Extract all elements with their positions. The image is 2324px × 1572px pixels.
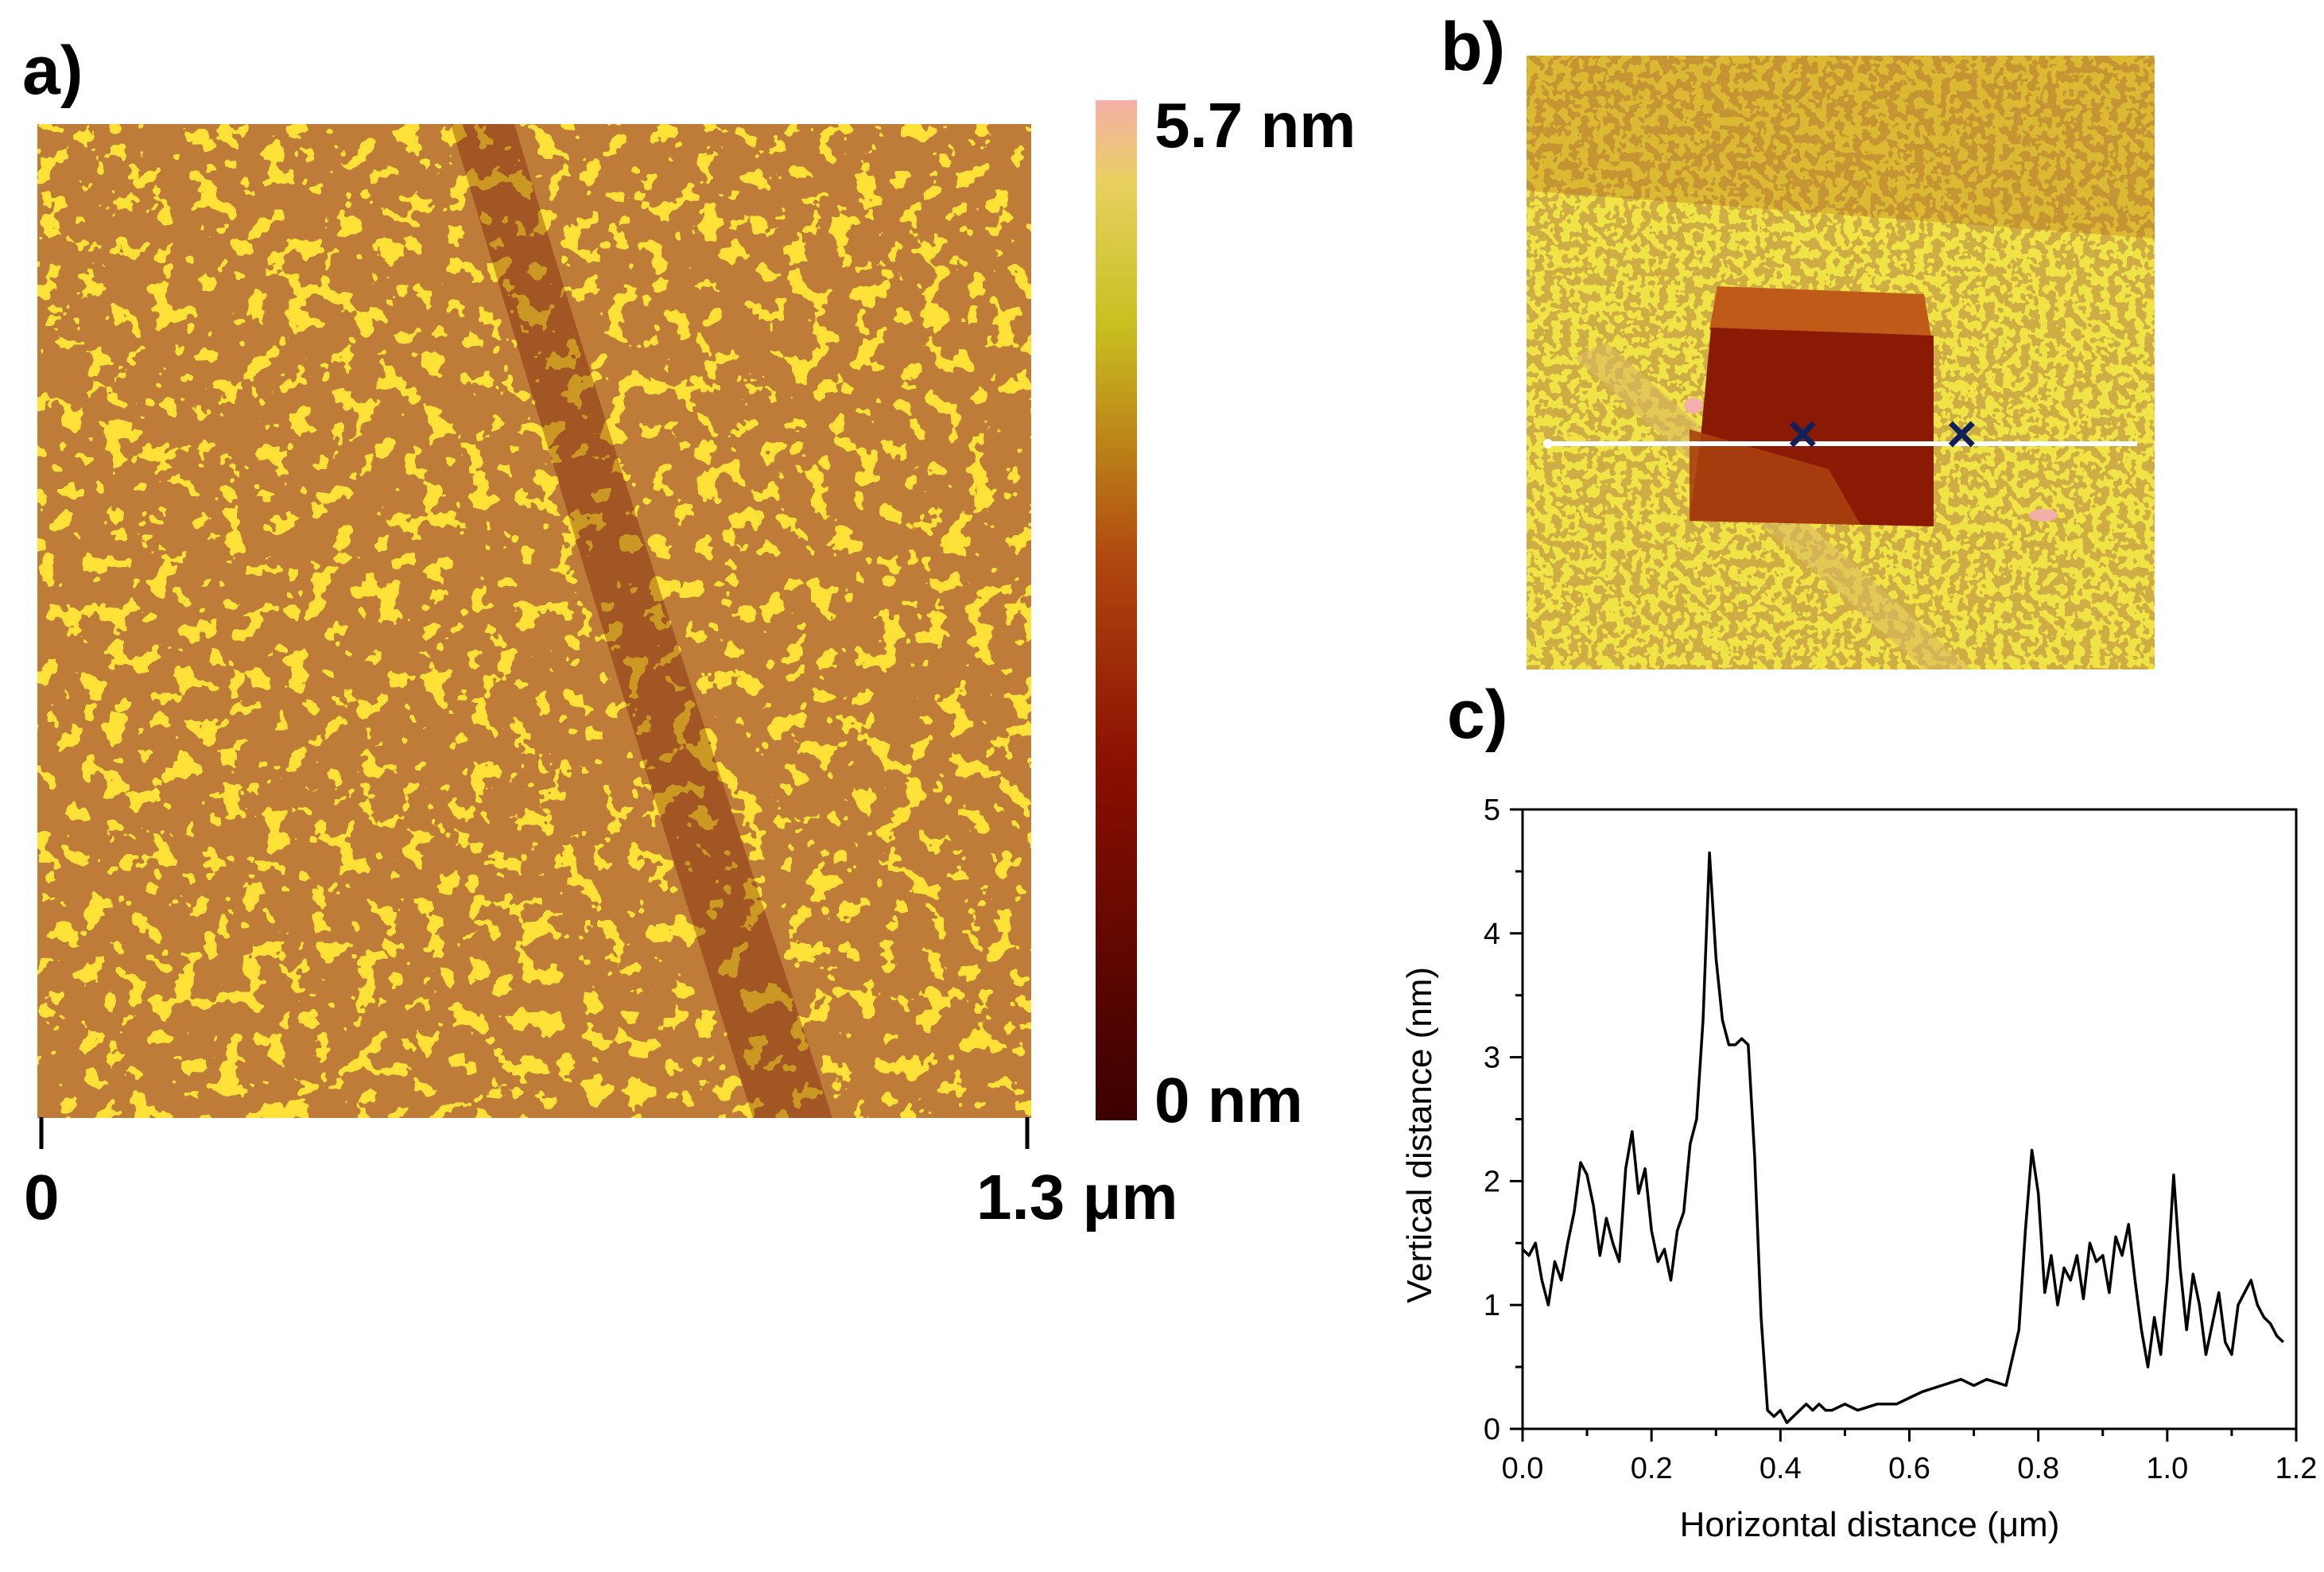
x-tick-label: 1.0 — [2146, 1452, 2188, 1485]
plot-frame — [1521, 808, 2298, 1430]
panel-b-label: b) — [1441, 9, 1506, 85]
afm-image-b-terrace — [1527, 56, 2155, 239]
scale-bar-end-label: 1.3 μm — [976, 1162, 1178, 1232]
panel-a-label: a) — [22, 33, 83, 109]
y-tick-label: 0 — [1484, 1413, 1500, 1446]
y-tick-label: 1 — [1484, 1289, 1500, 1322]
height-profile-line — [1521, 851, 2285, 1424]
x-tick-label: 0.0 — [1502, 1452, 1544, 1485]
afm-image-b-particle-2 — [1684, 398, 1703, 413]
afm-image-a-dark-band — [451, 124, 832, 1118]
x-tick-label: 0.6 — [1888, 1452, 1930, 1485]
line-profile-start — [1543, 439, 1553, 448]
x-axis-label: Horizontal distance (μm) — [1680, 1505, 2060, 1544]
y-tick-label: 5 — [1484, 794, 1500, 827]
y-tick-label: 3 — [1484, 1042, 1500, 1075]
marker-x-2: × — [1946, 404, 1977, 463]
x-tick-label: 0.2 — [1631, 1452, 1673, 1485]
afm-image-b-particle — [2029, 509, 2058, 522]
x-tick-label: 1.2 — [2276, 1452, 2318, 1485]
y-axis-label: Vertical distance (nm) — [1400, 967, 1439, 1303]
y-tick-label: 4 — [1484, 918, 1500, 951]
x-tick-label: 0.8 — [2017, 1452, 2059, 1485]
marker-x-1: × — [1787, 404, 1818, 463]
colorbar-max-label: 5.7 nm — [1154, 90, 1356, 161]
afm-image-b-hole-upper — [1709, 286, 1932, 342]
scale-bar — [39, 1117, 1030, 1149]
panel-c-label: c) — [1447, 677, 1508, 753]
afm-image-a-texture — [37, 124, 1031, 1118]
afm-image-b-hole-shadow — [1690, 429, 1860, 525]
colorbar-min-label: 0 nm — [1154, 1065, 1303, 1135]
afm-topography-image-b — [1527, 56, 2155, 670]
colorbar — [1096, 100, 1137, 1120]
x-tick-label: 0.4 — [1759, 1452, 1802, 1485]
scale-bar-start-label: 0 — [24, 1162, 60, 1232]
afm-topography-image-a — [37, 124, 1031, 1118]
y-tick-label: 2 — [1484, 1165, 1500, 1198]
